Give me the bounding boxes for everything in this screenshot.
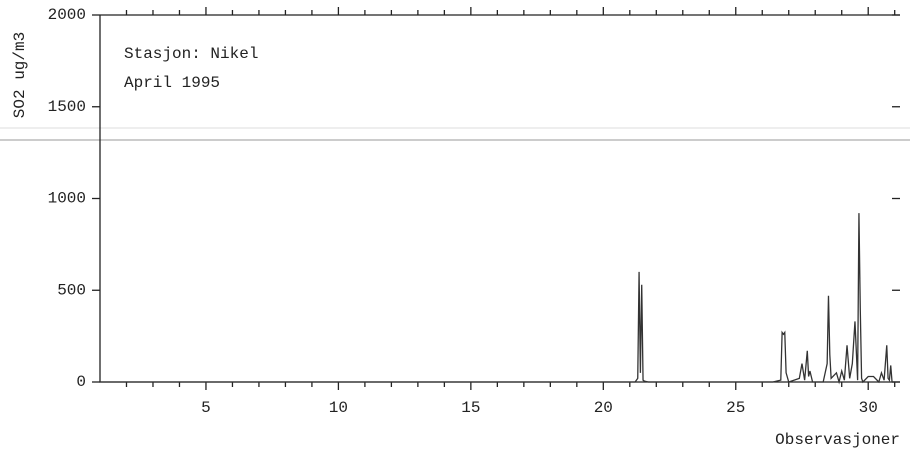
x-tick-label: 5 xyxy=(201,399,211,417)
y-tick-label: 1500 xyxy=(48,98,86,116)
annotation: Stasjon: Nikel xyxy=(124,45,258,63)
y-tick-label: 500 xyxy=(57,281,86,299)
x-tick-label: 15 xyxy=(461,399,480,417)
y-axis-label: SO2 ug/m3 xyxy=(11,32,29,118)
x-tick-label: 20 xyxy=(594,399,613,417)
x-tick-label: 10 xyxy=(329,399,348,417)
x-tick-label: 25 xyxy=(726,399,745,417)
x-axis-label: Observasjoner xyxy=(775,431,900,449)
series-line xyxy=(100,213,895,385)
y-tick-label: 0 xyxy=(76,373,86,391)
y-tick-label: 2000 xyxy=(48,6,86,24)
annotation: April 1995 xyxy=(124,74,220,92)
x-tick-label: 30 xyxy=(859,399,878,417)
axes-frame xyxy=(99,14,900,383)
y-tick-label: 1000 xyxy=(48,190,86,208)
